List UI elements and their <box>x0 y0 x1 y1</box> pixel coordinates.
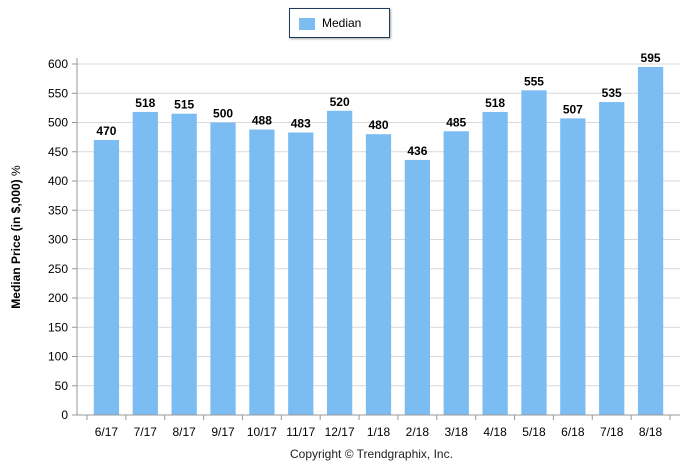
data-label: 470 <box>96 124 116 138</box>
y-tick-label: 200 <box>48 291 68 305</box>
data-label: 500 <box>213 107 233 121</box>
x-tick-label: 5/18 <box>522 425 546 439</box>
y-tick-label: 50 <box>55 379 69 393</box>
legend-swatch <box>299 18 315 30</box>
data-labels: 470 518 515 500 488 483 520 480 436 485 518 555 507 5… <box>96 51 660 158</box>
bar <box>521 90 547 415</box>
y-axis-title-main: Median Price (in $,000) <box>9 179 23 309</box>
x-tick-label: 7/17 <box>134 425 158 439</box>
data-label: 535 <box>602 86 622 100</box>
bar <box>560 118 586 415</box>
x-tick-label: 6/17 <box>95 425 119 439</box>
x-tick-label: 7/18 <box>600 425 624 439</box>
x-tick-label: 6/18 <box>561 425 585 439</box>
bar <box>599 102 625 416</box>
data-label: 520 <box>330 95 350 109</box>
legend: Median <box>289 8 390 38</box>
x-tick-label: 2/18 <box>406 425 430 439</box>
bars <box>93 66 664 416</box>
y-tick-label: 350 <box>48 203 68 217</box>
y-tick-label: 150 <box>48 320 68 334</box>
x-tick-labels: 6/17 7/17 8/17 9/17 10/17 11/17 12/17 1/18 2/18 3… <box>86 415 671 439</box>
y-tick-label: 300 <box>48 233 68 247</box>
x-tick-label: 11/17 <box>286 425 315 439</box>
bar <box>249 129 275 415</box>
x-tick-label: 3/18 <box>445 425 469 439</box>
data-label: 485 <box>446 115 466 129</box>
data-label: 555 <box>524 74 544 88</box>
y-tick-label: 450 <box>48 145 68 159</box>
data-label: 595 <box>641 51 661 65</box>
bar <box>288 132 314 415</box>
axes <box>76 58 680 416</box>
bar <box>637 66 664 416</box>
x-tick-label: 9/17 <box>211 425 235 439</box>
bar <box>210 122 236 415</box>
data-label: 518 <box>485 96 505 110</box>
data-label: 483 <box>291 116 311 130</box>
x-tick-label: 12/17 <box>325 425 355 439</box>
bar <box>171 113 197 415</box>
x-tick-label: 8/17 <box>172 425 196 439</box>
bar <box>482 111 508 415</box>
copyright-text: Copyright © Trendgraphix, Inc. <box>290 447 453 461</box>
legend-label: Median <box>322 16 362 30</box>
y-tick-label: 600 <box>48 57 68 71</box>
data-label: 518 <box>135 96 155 110</box>
y-axis-title-suffix: % <box>9 165 23 176</box>
bar <box>93 140 120 416</box>
y-tick-label: 250 <box>48 262 68 276</box>
data-label: 515 <box>174 98 194 112</box>
y-tick-label: 400 <box>48 174 68 188</box>
y-tick-label: 500 <box>48 116 68 130</box>
bar <box>443 131 469 415</box>
data-label: 507 <box>563 102 583 116</box>
data-label: 488 <box>252 114 272 128</box>
bar <box>404 159 430 415</box>
x-tick-label: 8/18 <box>639 425 663 439</box>
x-tick-label: 1/18 <box>367 425 391 439</box>
y-axis-title: Median Price (in $,000) % <box>9 122 27 352</box>
bar <box>365 134 392 415</box>
x-tick-label: 10/17 <box>247 425 277 439</box>
data-label: 436 <box>407 144 427 158</box>
y-tick-label: 100 <box>48 350 68 364</box>
y-tick-labels: 0 50 100 150 200 250 300 350 400 450 500 550 600 <box>48 57 77 422</box>
y-tick-label: 550 <box>48 86 68 100</box>
bar <box>132 111 158 415</box>
bar <box>327 110 353 416</box>
data-label: 480 <box>368 118 388 132</box>
y-tick-label: 0 <box>61 408 68 422</box>
x-tick-label: 4/18 <box>483 425 507 439</box>
